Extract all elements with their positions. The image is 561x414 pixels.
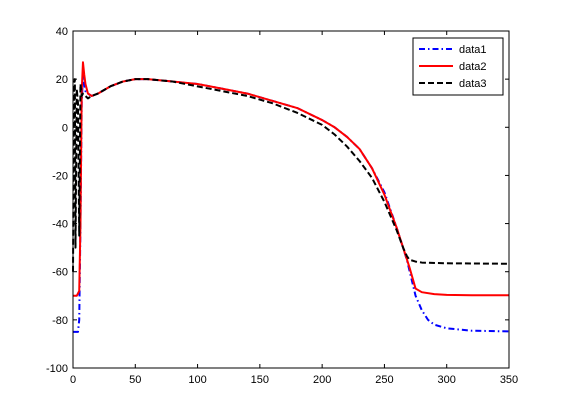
y-tick-label: -40 [52,219,68,231]
x-tick-label: 200 [313,374,331,386]
x-tick-label: 150 [251,374,269,386]
series-line-data2 [73,61,509,297]
y-tick-label: -20 [52,170,68,182]
legend-label-data3: data3 [459,78,487,90]
plot-frame [72,30,510,369]
y-tick-label: -60 [52,267,68,279]
y-tick-label: -100 [46,363,68,375]
x-tick-label: 0 [70,374,76,386]
x-tick-label: 250 [375,374,393,386]
series-layer [72,61,510,333]
legend: data1 data2 data3 [412,37,504,96]
series-line-data3 [72,78,510,272]
x-tick-label: 350 [500,374,518,386]
x-tick-label: 100 [188,374,206,386]
legend-label-data1: data1 [459,44,487,56]
y-tick-label: 20 [56,74,68,86]
legend-label-data2: data2 [459,61,487,73]
y-tick-label: 0 [62,122,68,134]
y-tick-label: 40 [56,26,68,38]
y-tick-label: -80 [52,315,68,327]
axis-layer: 0 50 100 150 200 250 300 350 -100 -80 -60 -40 -20 0 20… [46,26,518,386]
x-tick-label: 50 [129,374,141,386]
x-tick-label: 300 [438,374,456,386]
